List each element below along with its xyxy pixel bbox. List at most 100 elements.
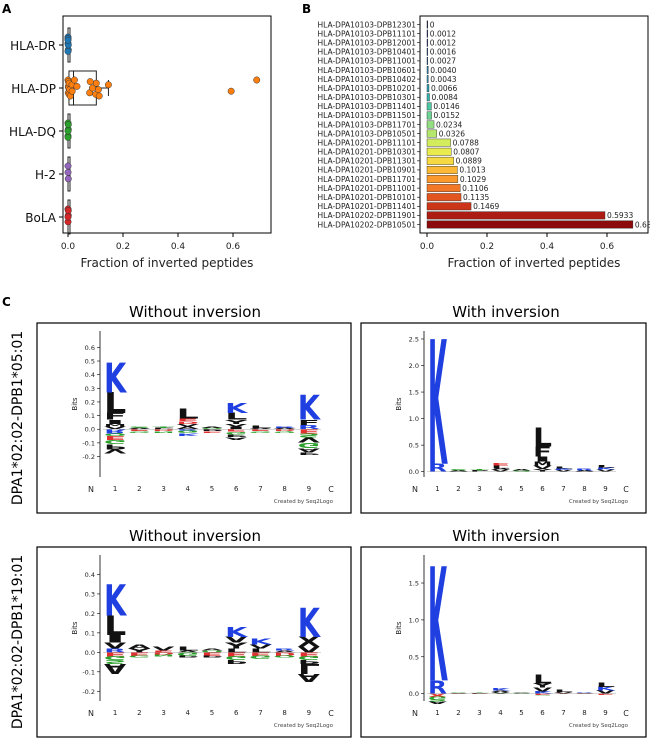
logo-credit: Created by Seq2Logo (569, 723, 629, 729)
logo-position-label: 8 (282, 485, 286, 493)
logo-letter-negative: K (177, 432, 204, 436)
logo-ytick-label: 0.3 (85, 385, 95, 393)
logo-position-label: 2 (137, 709, 141, 717)
logo-letter-negative: E (128, 651, 150, 656)
panel-b-bar (426, 56, 429, 65)
logo-ytick-label: 0.5 (409, 442, 419, 450)
logo-letter: Y (530, 468, 554, 472)
logo-letter-negative: G (128, 655, 150, 658)
logo-letter-negative: Q (104, 432, 128, 436)
panel-a-category-label: HLA-DQ (9, 125, 56, 139)
panel-b-bar (426, 184, 461, 193)
logo-ytick-label: -0.2 (82, 688, 95, 696)
logo-letter: L (177, 646, 199, 652)
logo-letter: L (596, 681, 618, 688)
logo-letter-negative: P (201, 428, 226, 431)
panel-b-category-label: HLA-DPA10201-DPB11701 (318, 175, 417, 184)
sequence-logo-4: 0.0 0.5 1.0 1.5 Bits N C 1 2 3 4 5 6 7 8 9 Created by Se… (360, 536, 647, 738)
logo-position-label: 4 (186, 485, 191, 493)
logo-ytick-label: 1.0 (409, 415, 419, 423)
logo-ylabel: Bits (71, 621, 79, 634)
logo-letter: K (225, 401, 250, 417)
logo-letter: L (225, 648, 247, 654)
panel-c-logos: Without inversion With inversion Without… (10, 303, 647, 738)
logo-letter-negative: P (512, 693, 531, 694)
panel-b-value-label: 0.0012 (430, 29, 456, 38)
logo-letter-negative: E (533, 693, 552, 696)
panel-b-bar (426, 29, 429, 38)
panel-b-category-label: HLA-DPA10103-DPB10402 (318, 75, 417, 84)
panel-b-value-label: 0 (430, 20, 435, 29)
panel-b-bar (426, 166, 458, 174)
logo-ytick-label: 0.6 (85, 344, 95, 352)
panel-letter-c: C (2, 295, 11, 309)
logo-letter: Q (201, 650, 223, 653)
logo-letter: S (449, 469, 468, 471)
logo-letter: Y (221, 418, 247, 425)
logo-letter: L (225, 412, 247, 423)
panel-b-bar (426, 111, 432, 120)
logo-letter-negative: Q (274, 655, 296, 658)
logo-letter: V (491, 692, 511, 695)
panel-b-barchart: Fraction of inverted peptides 0.0 0.2 0.4 0… (318, 15, 650, 270)
panel-b-value-label: 0.0043 (430, 75, 456, 84)
panel-b-category-label: HLA-DPA10103-DPB10201 (318, 84, 417, 93)
panel-b-category-label: HLA-DPA10103-DPB10401 (318, 48, 417, 57)
logo-letter: K (533, 691, 553, 695)
logo-letter-negative: G (225, 655, 247, 661)
logo-letter-negative: E (104, 651, 126, 657)
panel-b-category-label: HLA-DPA10202-DPB10501 (318, 220, 417, 229)
logo-letter: M (104, 423, 126, 427)
logo-letter-negative: A (298, 447, 323, 454)
logo-letter: A (128, 644, 153, 650)
logo-letter: L (533, 672, 552, 686)
logo-position-label: 3 (161, 709, 165, 717)
sequence-logo-2: 0.0 0.5 1.0 1.5 2.0 2.5 Bits N C 1 2 3 4 5 6 7 8 9 Created… (360, 306, 647, 514)
panel-b-bar (426, 147, 452, 156)
panel-b-xtick-label: 0.2 (480, 242, 494, 252)
logo-letter: D (177, 420, 199, 424)
logo-position-label: 7 (258, 709, 262, 717)
panel-b-value-label: 0.1135 (463, 193, 489, 202)
logo-title-r1-c2: With inversion (452, 303, 559, 321)
logo-position-label: 8 (582, 709, 586, 717)
logo-letter: R (575, 692, 596, 693)
logo-letter: I (225, 426, 249, 430)
panel-a-point (64, 207, 72, 215)
panel-a-point (94, 86, 102, 94)
panel-b-bar (426, 84, 430, 93)
panel-a-xtick-label: 0.0 (61, 242, 76, 252)
logo-position-label: 6 (540, 709, 545, 717)
logo-n-terminus: N (412, 485, 418, 494)
logo-letter: V (533, 687, 555, 693)
panel-a-xtick-label: 0.4 (171, 242, 186, 252)
logo-letter-negative: P (225, 659, 248, 665)
logo-ytick-label: 0.1 (85, 629, 95, 637)
logo-ytick-label: 0.5 (85, 358, 95, 366)
panel-b-category-label: HLA-DPA10201-DPB11001 (318, 184, 417, 193)
logo-ytick-label: 0.0 (85, 649, 95, 657)
logo-n-terminus: N (88, 709, 94, 718)
panel-a-point (64, 121, 72, 129)
logo-letter: A (201, 426, 225, 428)
logo-ytick-label: 2.0 (409, 362, 419, 370)
panel-a-point (95, 92, 103, 100)
logo-letter: A (575, 693, 596, 694)
panel-a-xlabel: Fraction of inverted peptides (81, 256, 254, 270)
panel-a-category-label: HLA-DR (10, 39, 56, 53)
logo-ytick-label: 0.0 (409, 690, 419, 698)
logo-title-r1-c1: Without inversion (129, 303, 261, 321)
logo-letter-negative: D (152, 428, 174, 431)
logo-letter-negative: G (298, 440, 320, 448)
logo-letter-negative: A (298, 671, 320, 683)
logo-ylabel: Bits (395, 397, 403, 410)
logo-letter-negative: A (225, 436, 248, 440)
logo-letter: V (249, 644, 274, 650)
panel-b-value-label: 0.0027 (430, 57, 456, 66)
logo-letter: A (249, 427, 273, 429)
logo-letter: Q (201, 427, 223, 429)
logo-letter-negative: A (104, 661, 128, 677)
logo-letter-negative: P (298, 451, 322, 455)
logo-letter-negative: E (249, 428, 271, 431)
panel-a-point (70, 76, 78, 84)
